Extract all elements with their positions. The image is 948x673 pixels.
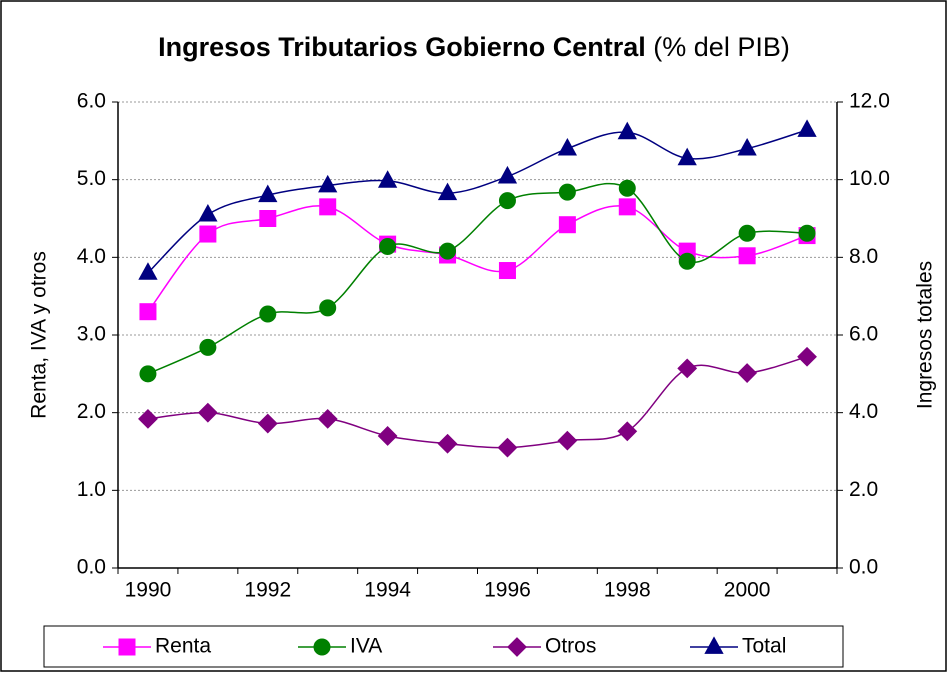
- title-main: Ingresos Tributarios Gobierno Central: [158, 32, 646, 62]
- marker: [259, 210, 277, 227]
- legend-label: IVA: [350, 635, 382, 658]
- marker: [497, 437, 518, 458]
- legend-label: Otros: [545, 635, 596, 658]
- marker: [198, 203, 218, 222]
- y-tick-label: 6.0: [77, 90, 106, 113]
- marker: [377, 170, 398, 188]
- marker: [317, 408, 338, 429]
- y2-tick-label: 10.0: [849, 167, 890, 190]
- marker: [618, 179, 636, 197]
- marker: [437, 433, 458, 454]
- marker: [738, 224, 756, 242]
- marker: [498, 192, 516, 210]
- title-suffix: (% del PIB): [653, 32, 790, 62]
- marker: [507, 637, 527, 657]
- marker: [437, 182, 458, 201]
- marker: [199, 225, 217, 243]
- marker: [677, 358, 698, 379]
- marker: [139, 365, 157, 383]
- x-tick-label: 1992: [244, 579, 291, 602]
- marker: [498, 262, 516, 280]
- y2-tick-label: 4.0: [849, 400, 878, 423]
- legend-label: Renta: [155, 635, 211, 658]
- marker: [439, 242, 457, 260]
- marker: [258, 184, 278, 203]
- marker: [118, 638, 136, 656]
- y-axis-label: Renta, IVA y otros: [28, 251, 51, 419]
- marker: [138, 408, 158, 429]
- marker: [797, 346, 817, 367]
- legend-label: Total: [742, 635, 786, 658]
- marker: [737, 363, 758, 383]
- marker: [379, 237, 397, 255]
- marker: [257, 413, 278, 434]
- marker: [737, 137, 757, 156]
- marker: [704, 636, 724, 654]
- x-tick-label: 1998: [604, 579, 651, 602]
- chart-title: Ingresos Tributarios Gobierno Central (%…: [158, 32, 790, 62]
- marker: [259, 305, 277, 323]
- y2-axis-label: Ingresos totales: [914, 261, 937, 409]
- y-tick-label: 0.0: [77, 556, 106, 579]
- y-tick-label: 4.0: [77, 245, 106, 268]
- marker: [557, 430, 578, 451]
- marker: [677, 147, 697, 166]
- marker: [139, 303, 157, 321]
- y-tick-label: 5.0: [77, 167, 106, 190]
- x-tick-label: 1990: [125, 579, 172, 602]
- marker: [319, 299, 337, 317]
- marker: [618, 198, 636, 216]
- marker: [617, 121, 637, 140]
- y2-tick-label: 0.0: [849, 556, 878, 579]
- marker: [558, 216, 576, 234]
- y-tick-label: 2.0: [77, 400, 106, 423]
- x-tick-label: 2000: [724, 579, 771, 602]
- marker: [738, 247, 756, 265]
- marker: [319, 198, 337, 216]
- y-tick-label: 1.0: [77, 478, 106, 501]
- marker: [197, 402, 218, 423]
- marker: [199, 338, 217, 356]
- x-tick-label: 1994: [364, 579, 411, 602]
- marker: [798, 224, 816, 242]
- marker: [497, 165, 518, 184]
- marker: [678, 252, 696, 270]
- y2-tick-label: 2.0: [849, 478, 878, 501]
- marker: [313, 638, 331, 656]
- marker: [617, 421, 638, 442]
- y-tick-label: 3.0: [77, 323, 106, 346]
- marker: [558, 183, 576, 201]
- marker: [318, 174, 338, 193]
- marker: [557, 137, 578, 156]
- marker: [138, 262, 158, 280]
- x-tick-label: 1996: [484, 579, 531, 602]
- y2-tick-label: 6.0: [849, 323, 878, 346]
- marker: [797, 119, 817, 137]
- y2-tick-label: 12.0: [849, 90, 890, 113]
- marker: [377, 426, 398, 446]
- y2-tick-label: 8.0: [849, 245, 878, 268]
